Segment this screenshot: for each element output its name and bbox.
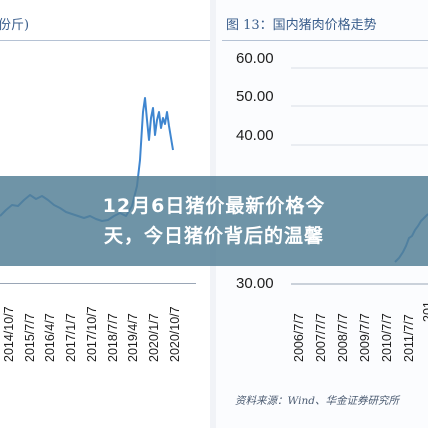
right-y-tick: 40.00 bbox=[236, 127, 274, 144]
right-x-tick: 2009/7/7 bbox=[358, 313, 372, 362]
right-y-tick: 30.00 bbox=[236, 275, 274, 292]
left-chart-title-fragment: 份斤) bbox=[0, 18, 30, 33]
right-x-tick: 2006/7/7 bbox=[292, 313, 306, 362]
right-x-tick-partial: 201 bbox=[421, 301, 428, 322]
left-x-tick: 2016/4/7 bbox=[43, 313, 57, 362]
left-x-axis-line bbox=[0, 283, 196, 284]
right-chart-title: 图 13：国内猪肉价格走势 bbox=[226, 18, 377, 33]
left-x-tick: 2019/4/7 bbox=[126, 313, 140, 362]
left-x-tick: 2015/7/7 bbox=[23, 313, 37, 362]
right-y-tick: 60.00 bbox=[236, 50, 274, 67]
headline-line-2: 天，今日猪价背后的温馨 bbox=[103, 225, 324, 247]
left-title-rule bbox=[0, 40, 210, 41]
headline-line-1: 12月6日猪价最新价格今 bbox=[102, 195, 326, 217]
headline-banner: 12月6日猪价最新价格今 天，今日猪价背后的温馨 bbox=[0, 176, 428, 266]
source-note: 资料来源：Wind、华金证券研究所 bbox=[235, 395, 399, 407]
left-x-tick: 2017/10/7 bbox=[85, 306, 99, 362]
right-title-rule bbox=[222, 40, 428, 41]
left-x-tick: 2017/1/7 bbox=[64, 313, 78, 362]
left-x-tick: 2018/7/7 bbox=[106, 313, 120, 362]
left-x-tick: 2020/10/7 bbox=[168, 306, 182, 362]
right-y-tick: 50.00 bbox=[236, 88, 274, 105]
right-x-tick: 2011/7/7 bbox=[402, 314, 416, 362]
right-x-tick: 2010/7/7 bbox=[380, 313, 394, 362]
right-x-tick: 2008/7/7 bbox=[336, 313, 350, 362]
left-x-tick: 2014/10/7 bbox=[2, 306, 16, 362]
right-x-tick: 2007/7/7 bbox=[314, 313, 328, 362]
left-x-tick: 2020/1/7 bbox=[147, 313, 161, 362]
